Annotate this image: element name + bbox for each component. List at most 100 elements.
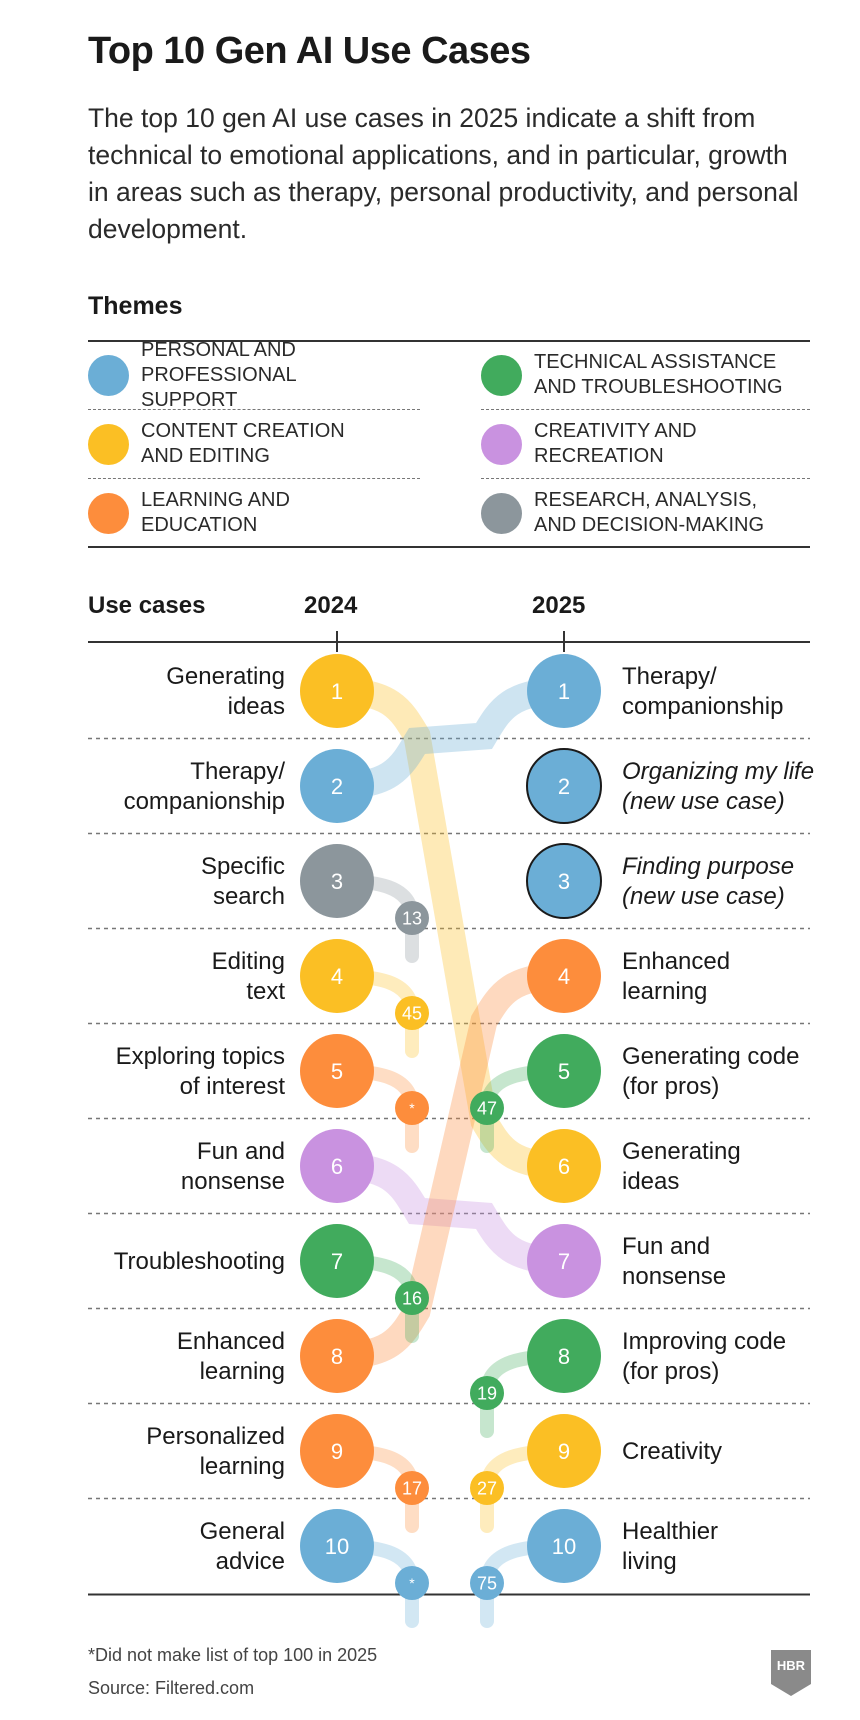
rank-2025-circle-10 xyxy=(527,1509,601,1583)
column-header-use-cases: Use cases xyxy=(88,592,206,619)
rank-2024-circle-10 xyxy=(300,1509,374,1583)
rank-2025-marker-10 xyxy=(395,1566,429,1600)
rank-2025-circle-1 xyxy=(527,654,601,728)
rank-2024-marker-10 xyxy=(470,1566,504,1600)
rank-2024-circle-4-label: 4 xyxy=(331,964,343,989)
source-note: Source: Filtered.com xyxy=(88,1678,255,1698)
use-case-2024-7: Troubleshooting xyxy=(114,1248,285,1275)
legend-item-content: Content creation and editing xyxy=(88,410,351,478)
rank-2025-circle-6-label: 6 xyxy=(558,1154,570,1179)
rank-2025-circle-6 xyxy=(527,1129,601,1203)
rank-2025-marker-3 xyxy=(395,901,429,935)
rank-2024-circle-3-label: 3 xyxy=(331,869,343,894)
rank-2025-marker-7 xyxy=(395,1281,429,1315)
rank-2024-circle-10-label: 10 xyxy=(325,1534,349,1559)
ribbon-2-to-1 xyxy=(323,677,578,800)
rank-2025-marker-5 xyxy=(395,1091,429,1125)
use-case-2025-9: Creativity xyxy=(622,1438,722,1465)
use-case-2024-5: Exploring topics of interest xyxy=(116,1043,286,1100)
rank-2025-circle-10-label: 10 xyxy=(552,1534,576,1559)
use-case-2024-4: Editing text xyxy=(212,948,286,1005)
ribbon-1-to-6 xyxy=(323,677,578,1180)
rank-2025-circle-9-label: 9 xyxy=(558,1439,570,1464)
legend-item-research: Research, analysis, and decision-making xyxy=(481,479,774,547)
rank-2024-circle-9-label: 9 xyxy=(331,1439,343,1464)
legend-label-content: Content creation and editing xyxy=(141,420,345,467)
use-case-2024-8: Enhanced learning xyxy=(177,1328,285,1385)
use-case-2025-7: Fun and nonsense xyxy=(622,1233,726,1290)
use-case-2025-5: Generating code (for pros) xyxy=(622,1043,799,1100)
legend-swatch-support xyxy=(88,354,129,396)
legend-label-technical: Technical assistance and troubleshooting xyxy=(534,351,783,398)
use-case-2025-2: Organizing my life (new use case) xyxy=(622,758,814,815)
legend-label-creativity: Creativity and recreation xyxy=(534,420,697,467)
rank-2024-circle-2-label: 2 xyxy=(331,774,343,799)
rank-2025-circle-4-label: 4 xyxy=(558,964,570,989)
rank-2024-circle-8 xyxy=(300,1319,374,1393)
rank-2025-marker-3-label: 13 xyxy=(402,908,422,928)
themes-heading: Themes xyxy=(88,292,183,320)
legend-swatch-content xyxy=(88,423,129,465)
legend-swatch-learning xyxy=(88,492,129,534)
rank-2024-circle-6 xyxy=(300,1129,374,1203)
rank-2025-marker-10-label: * xyxy=(409,1575,415,1591)
use-case-2024-6: Fun and nonsense xyxy=(181,1138,285,1195)
rank-2024-marker-8 xyxy=(470,1376,504,1410)
legend-label-learning: Learning and education xyxy=(141,489,290,536)
rank-2025-marker-7-label: 16 xyxy=(402,1288,422,1308)
legend-label-research: Research, analysis, and decision-making xyxy=(534,489,765,536)
page-title: Top 10 Gen AI Use Cases xyxy=(88,30,531,72)
hbr-logo: HBR xyxy=(771,1650,811,1696)
use-case-2025-10: Healthier living xyxy=(622,1518,718,1575)
rank-2025-marker-9-label: 17 xyxy=(402,1478,422,1498)
rank-2024-circle-2 xyxy=(300,749,374,823)
rank-2024-marker-9-label: 27 xyxy=(477,1478,497,1498)
rank-2024-circle-5-label: 5 xyxy=(331,1059,343,1084)
legend-divider xyxy=(481,478,810,479)
legend-swatch-creativity xyxy=(481,423,522,465)
legend-item-creativity: Creativity and recreation xyxy=(481,410,724,478)
rank-2024-circle-3 xyxy=(300,844,374,918)
legend-divider xyxy=(88,478,420,479)
themes-bottom-rule xyxy=(88,546,810,548)
legend-divider xyxy=(481,409,810,410)
use-case-2025-3: Finding purpose (new use case) xyxy=(622,853,794,910)
rank-2024-circle-1 xyxy=(300,654,374,728)
rank-2025-circle-4 xyxy=(527,939,601,1013)
rank-2025-marker-4 xyxy=(395,996,429,1030)
subtitle: The top 10 gen AI use cases in 2025 indi… xyxy=(88,103,799,244)
footnote: *Did not make list of top 100 in 2025 xyxy=(88,1645,378,1665)
rank-2025-marker-4-label: 45 xyxy=(402,1003,422,1023)
rank-2025-marker-9 xyxy=(395,1471,429,1505)
ribbon-8-to-4 xyxy=(323,962,578,1370)
logo-wordmark: HBR xyxy=(777,1658,806,1673)
use-case-2025-6: Generating ideas xyxy=(622,1138,741,1195)
rank-2024-marker-5 xyxy=(470,1091,504,1125)
rank-2025-circle-7 xyxy=(527,1224,601,1298)
rank-2025-circle-8-label: 8 xyxy=(558,1344,570,1369)
rank-2025-circle-3 xyxy=(526,843,602,919)
use-case-2025-4: Enhanced learning xyxy=(622,948,730,1005)
rank-2025-circle-5-label: 5 xyxy=(558,1059,570,1084)
use-case-2024-1: Generating ideas xyxy=(166,663,285,720)
rank-2025-circle-3-label: 3 xyxy=(558,869,570,894)
legend-swatch-technical xyxy=(481,354,522,396)
column-header-2024: 2024 xyxy=(304,592,358,619)
rank-2025-circle-7-label: 7 xyxy=(558,1249,570,1274)
rank-2024-circle-8-label: 8 xyxy=(331,1344,343,1369)
rank-2024-circle-7 xyxy=(300,1224,374,1298)
legend-item-learning: Learning and education xyxy=(88,479,321,547)
rank-2024-marker-9 xyxy=(470,1471,504,1505)
rank-2024-marker-10-label: 75 xyxy=(477,1573,497,1593)
rank-2024-circle-6-label: 6 xyxy=(331,1154,343,1179)
rank-2025-circle-2 xyxy=(526,748,602,824)
column-header-2025: 2025 xyxy=(532,592,586,619)
rank-2024-circle-1-label: 1 xyxy=(331,679,343,704)
use-case-2024-10: General advice xyxy=(200,1518,285,1575)
rank-2024-marker-8-label: 19 xyxy=(477,1383,497,1403)
rank-2025-circle-5 xyxy=(527,1034,601,1108)
ribbon-6-to-7 xyxy=(323,1152,578,1275)
use-case-2024-2: Therapy/companionship xyxy=(124,758,286,815)
rank-2024-circle-5 xyxy=(300,1034,374,1108)
